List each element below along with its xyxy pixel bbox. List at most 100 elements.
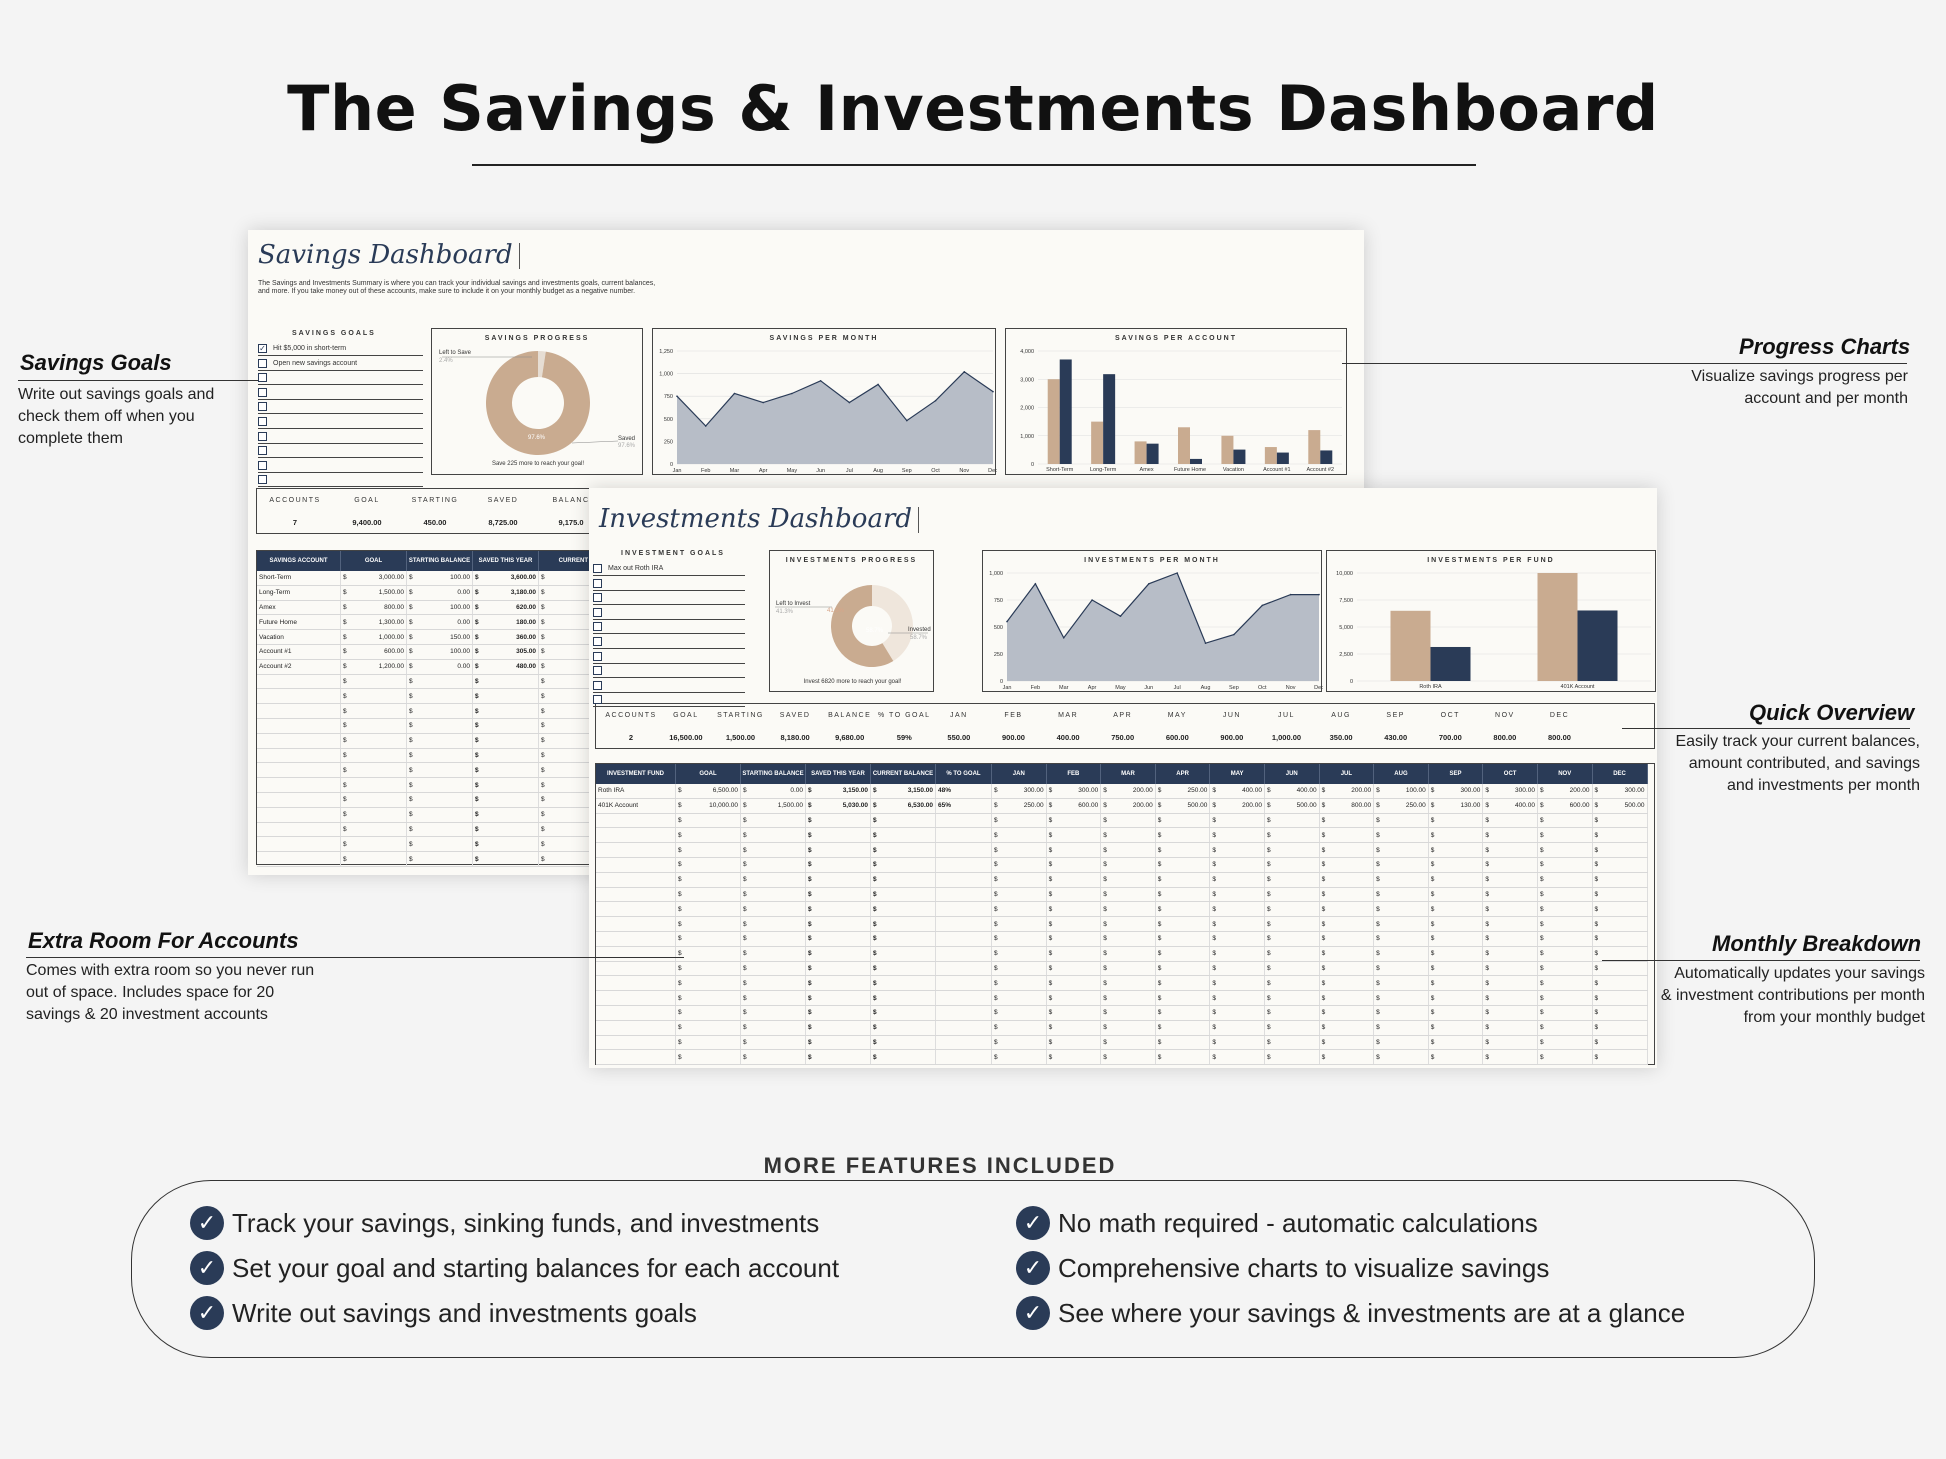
goal-checkbox[interactable]	[593, 637, 602, 646]
goal-checkbox[interactable]	[593, 564, 602, 573]
currency-sign: $	[1485, 1053, 1489, 1061]
table-cell: $	[871, 946, 936, 961]
series-line	[676, 371, 994, 427]
currency-sign: $	[1266, 846, 1271, 854]
goal-checkbox[interactable]	[258, 358, 267, 368]
goal-row	[593, 620, 745, 635]
data-point	[791, 392, 793, 395]
currency-sign: $	[1321, 861, 1326, 869]
goal-checkbox[interactable]: ✓	[258, 344, 267, 353]
currency-sign: $	[541, 766, 545, 774]
table-cell: $300.00	[1483, 784, 1538, 798]
table-cell: $	[806, 932, 871, 946]
overview-column: DEC 800.00	[1532, 712, 1587, 742]
table-row: $ $ $ $ $ $ $ $ $ $ $ $ $ $ $ $	[596, 902, 1648, 918]
goal-checkbox[interactable]	[258, 417, 267, 426]
currency-sign: $	[678, 935, 682, 943]
x-tick-label: Feb	[1031, 685, 1040, 691]
table-cell	[257, 807, 341, 822]
table-cell: $	[806, 1006, 871, 1020]
y-tick-label: 500	[664, 417, 673, 423]
y-tick-label: 250	[664, 439, 673, 445]
currency-sign: $	[1103, 905, 1107, 913]
goal-checkbox[interactable]	[258, 373, 267, 383]
currency-sign: $	[1157, 1038, 1162, 1046]
currency-sign: $	[409, 796, 413, 804]
table-cell: $	[1374, 813, 1429, 828]
table-cell: $	[806, 1020, 871, 1035]
table-cell: $	[1320, 1035, 1375, 1050]
goal-checkbox[interactable]	[258, 460, 267, 470]
currency-sign: $	[1539, 905, 1544, 913]
goal-checkbox[interactable]	[258, 431, 267, 441]
currency-sign: $	[1048, 802, 1053, 810]
currency-sign: $	[1266, 964, 1271, 972]
data-point	[1204, 642, 1207, 644]
goal-checkbox[interactable]	[258, 387, 267, 397]
goal-checkbox[interactable]	[593, 622, 602, 632]
currency-sign: $	[1539, 950, 1544, 958]
currency-sign: $	[743, 1053, 747, 1061]
currency-sign: $	[1157, 920, 1162, 928]
table-row: $ $ $ $ $ $ $ $ $ $ $ $ $ $ $ $	[596, 917, 1648, 932]
table-cell: $	[806, 813, 871, 828]
table-cell: $	[407, 778, 473, 792]
currency-sign: $	[343, 840, 347, 848]
overview-header: GOAL	[354, 497, 380, 504]
overview-column: NOV 800.00	[1478, 712, 1533, 742]
currency-sign: $	[343, 751, 347, 759]
table-cell	[257, 689, 341, 704]
table-cell: $	[741, 932, 806, 946]
table-cell: $6,530.00	[871, 798, 936, 813]
table-cell: $3,150.00	[806, 784, 871, 798]
table-cell: $	[676, 887, 741, 902]
table-cell: $0.00	[407, 659, 473, 674]
table-cell: $200.00	[1538, 784, 1593, 798]
goal-checkbox[interactable]	[593, 578, 602, 588]
goal-checkbox[interactable]	[593, 666, 602, 676]
x-tick-label: Feb	[701, 468, 710, 474]
currency-sign: $	[808, 1009, 812, 1017]
x-tick-label: Vacation	[1223, 467, 1244, 473]
data-point	[1261, 604, 1264, 607]
goal-checkbox[interactable]	[593, 593, 602, 603]
table-cell: $180.00	[473, 615, 539, 630]
goal-checkbox[interactable]	[593, 680, 602, 690]
currency-sign: $	[1376, 905, 1380, 913]
table-cell	[936, 917, 992, 931]
callout-quick-overview-line	[1622, 728, 1910, 729]
overview-value: 7	[292, 518, 298, 527]
overview-value: 600.00	[1165, 733, 1189, 742]
table-cell: $	[473, 674, 539, 689]
overview-value: 1,000.00	[1271, 733, 1302, 742]
overview-value: 550.00	[947, 733, 971, 742]
y-tick-label: 1,250	[659, 349, 673, 355]
currency-sign: $	[409, 855, 413, 863]
goal-checkbox[interactable]	[593, 607, 602, 617]
table-cell: $	[1101, 917, 1156, 931]
goal-checkbox[interactable]	[593, 651, 602, 661]
table-cell: $	[1156, 917, 1211, 931]
table-cell: $	[1483, 917, 1538, 931]
table-cell: $400.00	[1210, 784, 1265, 798]
goal-checkbox[interactable]	[258, 446, 267, 456]
currency-sign: $	[1594, 994, 1599, 1002]
goal-checkbox[interactable]	[593, 695, 602, 705]
currency-sign: $	[1376, 816, 1380, 824]
table-row: Roth IRA $6,500.00 $0.00 $3,150.00 $3,150.00…	[596, 784, 1648, 799]
cell-value: 600.00	[1569, 802, 1590, 810]
bar	[1430, 646, 1471, 681]
goal-checkbox[interactable]	[258, 402, 267, 412]
feature-item: ✓ Comprehensive charts to visualize savin…	[1016, 1251, 1549, 1285]
table-cell: $	[1156, 1006, 1211, 1020]
table-cell: $	[1593, 1050, 1648, 1065]
currency-sign: $	[343, 692, 347, 700]
currency-sign: $	[1157, 802, 1162, 810]
y-tick-label: 0	[670, 462, 673, 468]
goal-checkbox[interactable]	[258, 475, 267, 485]
overview-value: 9,680.00	[835, 733, 865, 742]
table-cell: $	[1538, 917, 1593, 931]
currency-sign: $	[409, 633, 413, 641]
currency-sign: $	[541, 722, 545, 730]
currency-sign: $	[678, 846, 682, 854]
